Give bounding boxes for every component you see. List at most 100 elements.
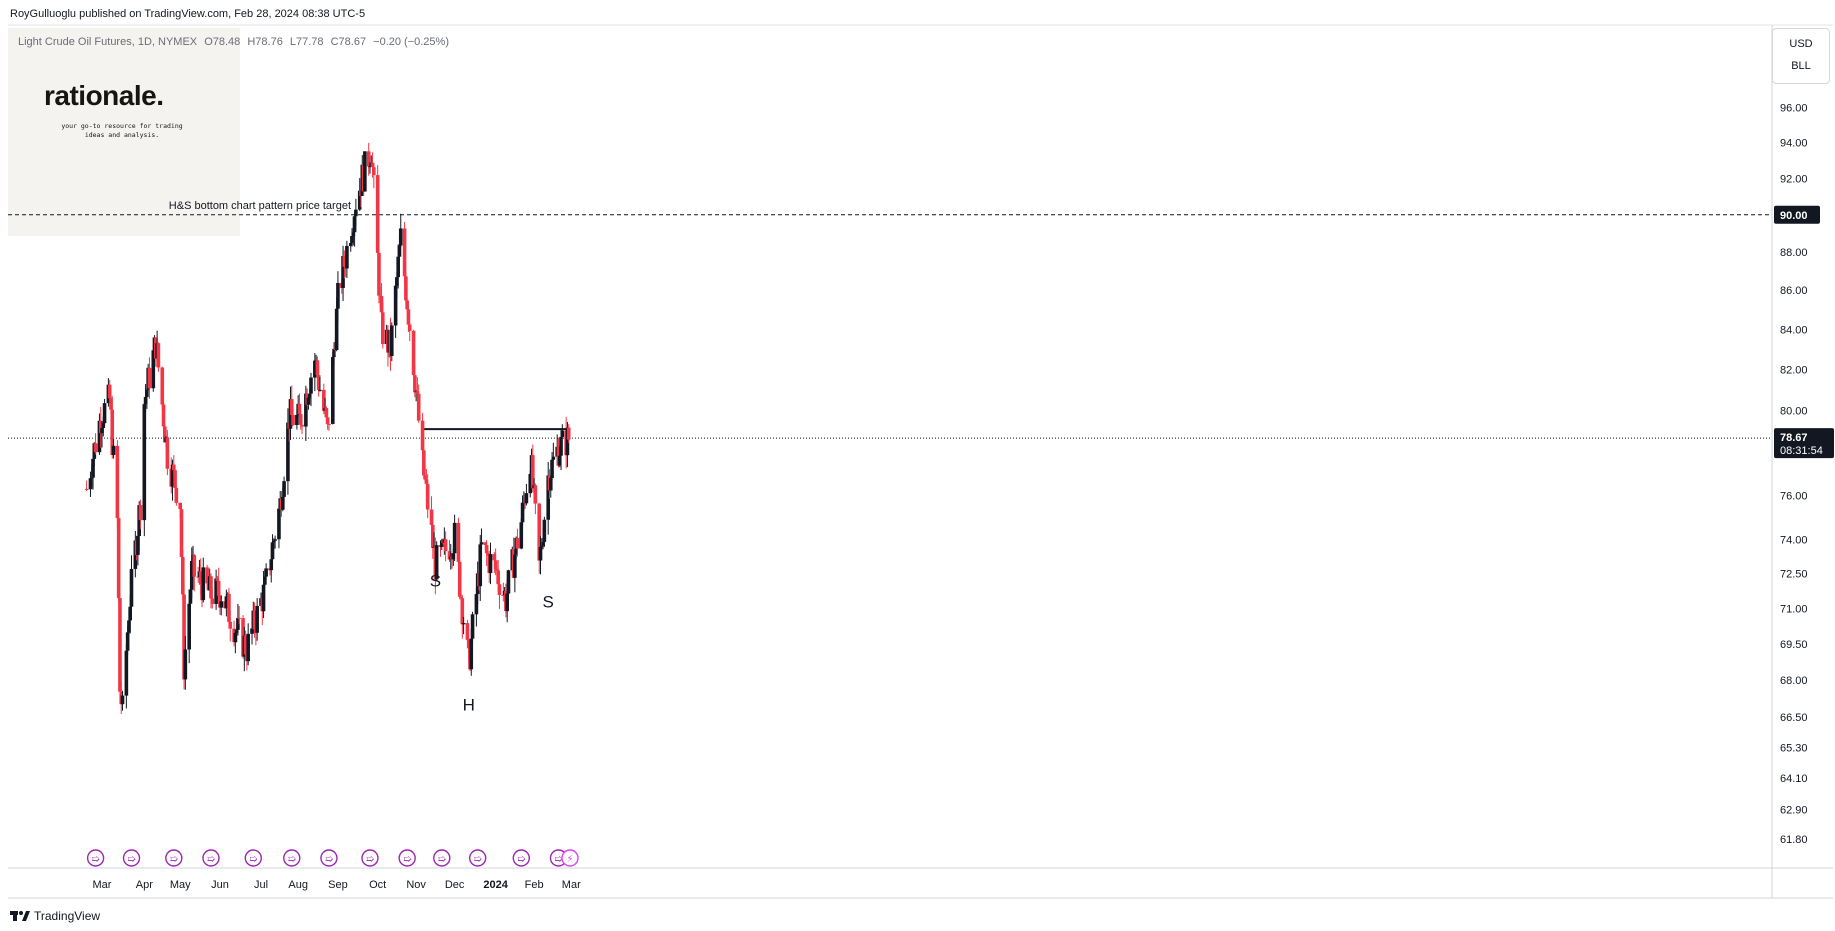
- candle-body: [413, 375, 417, 393]
- candle-body: [269, 559, 274, 571]
- candle-body: [304, 393, 308, 427]
- candle-body: [397, 245, 402, 257]
- last-price-tag-bg: [1774, 428, 1834, 459]
- candle-body: [124, 650, 129, 696]
- candle-body: [120, 695, 125, 705]
- candle-body: [188, 589, 193, 604]
- candle-body: [205, 567, 209, 584]
- candle-body: [234, 629, 239, 633]
- candle-body: [406, 309, 411, 325]
- candle-body: [548, 478, 553, 491]
- dividend-event-icon[interactable]: [433, 849, 451, 867]
- legend-symbol[interactable]: Light Crude Oil Futures, 1D, NYMEX: [18, 36, 198, 48]
- candle-body: [375, 175, 380, 253]
- candle-body: [261, 584, 266, 612]
- candle-body: [372, 167, 376, 176]
- dividend-event-icon[interactable]: [202, 849, 220, 867]
- candle-body: [318, 389, 322, 391]
- candle-body: [495, 568, 499, 571]
- candle-body: [484, 544, 489, 554]
- candle-body: [250, 628, 254, 634]
- time-tick-label: Dec: [445, 879, 465, 891]
- candle-body: [524, 493, 529, 504]
- price-tick-label: 66.50: [1780, 712, 1808, 724]
- candle-body: [165, 437, 170, 469]
- candle-body: [138, 505, 143, 521]
- candle-body: [396, 256, 400, 278]
- event-arrow-icon: ➯: [403, 854, 412, 865]
- time-tick-label: Jul: [254, 879, 268, 891]
- candle-body: [456, 522, 461, 562]
- time-tick-label: Aug: [288, 879, 308, 891]
- price-tick-label: 69.50: [1780, 639, 1808, 651]
- candle-body: [98, 420, 103, 434]
- candle-body: [313, 360, 317, 378]
- price-tick-label: 76.00: [1780, 490, 1808, 502]
- candle-body: [459, 596, 463, 599]
- tradingview-footer[interactable]: TradingView: [10, 909, 100, 923]
- dividend-event-icon[interactable]: [398, 849, 416, 867]
- dividend-event-icon[interactable]: [122, 849, 141, 867]
- candle-body: [341, 256, 345, 288]
- candle-body: [243, 635, 248, 655]
- candle-body: [324, 408, 329, 418]
- candle-body: [542, 519, 547, 542]
- candle-body: [327, 423, 331, 425]
- candle-body: [136, 536, 140, 555]
- lightning-event-icon[interactable]: [561, 849, 579, 867]
- dividend-event-icon[interactable]: [512, 849, 530, 867]
- candle-body: [405, 300, 409, 310]
- candle-body: [129, 568, 134, 607]
- candle-body: [513, 554, 517, 578]
- dividend-event-icon[interactable]: [283, 849, 301, 867]
- candle-body: [537, 503, 542, 561]
- tradingview-footer-text: TradingView: [34, 909, 101, 923]
- price-target-tag-bg: [1774, 205, 1820, 224]
- candle-body: [420, 420, 425, 451]
- candle-body: [393, 285, 398, 326]
- candle-body: [309, 377, 313, 394]
- candle-body: [252, 610, 257, 630]
- price-target-annotation: H&S bottom chart pattern price target: [169, 200, 351, 212]
- event-arrow-icon: ➯: [127, 854, 136, 865]
- currency-unit-box[interactable]: USD BLL: [1772, 28, 1830, 84]
- legend-high: H78.76: [247, 36, 283, 48]
- candle-body: [336, 282, 340, 309]
- dividend-event-icon[interactable]: [244, 849, 262, 867]
- dividend-event-icon[interactable]: [320, 849, 338, 867]
- price-tick-label: 61.80: [1780, 834, 1808, 846]
- candle-body: [179, 509, 184, 557]
- watermark-panel: [8, 28, 240, 236]
- event-arrow-icon: ➯: [366, 854, 375, 865]
- time-tick-label: Mar: [93, 879, 112, 891]
- candle-body: [415, 391, 420, 394]
- candle-body: [246, 633, 250, 662]
- candle-body: [107, 384, 112, 399]
- candle-body: [306, 397, 311, 405]
- candle-body: [300, 424, 304, 427]
- dividend-event-icon[interactable]: [165, 849, 183, 867]
- unit-label[interactable]: BLL: [1791, 60, 1811, 72]
- candle-body: [145, 389, 149, 397]
- price-tick-label: 68.00: [1780, 675, 1808, 687]
- event-arrow-icon: ➯: [517, 854, 526, 865]
- watermark-logo-text: rationale.: [44, 80, 164, 111]
- candle-body: [539, 545, 544, 548]
- event-arrow-icon: ➯: [91, 854, 100, 865]
- watermark-tagline: your go-to resource for trading ideas an…: [61, 122, 183, 139]
- dividend-event-icon[interactable]: [361, 849, 379, 867]
- candle-body: [289, 399, 294, 416]
- candle-body: [228, 621, 233, 629]
- dividend-event-icon[interactable]: [468, 849, 487, 867]
- currency-label[interactable]: USD: [1789, 38, 1813, 50]
- dividend-event-icon[interactable]: [86, 849, 105, 867]
- candle-body: [110, 409, 115, 456]
- candle-body: [196, 576, 200, 578]
- candle-body: [497, 584, 502, 596]
- candle-body: [201, 567, 206, 601]
- candle-body: [407, 324, 412, 331]
- candle-body: [496, 570, 500, 585]
- candle-body: [443, 539, 448, 552]
- candle-body: [170, 464, 175, 487]
